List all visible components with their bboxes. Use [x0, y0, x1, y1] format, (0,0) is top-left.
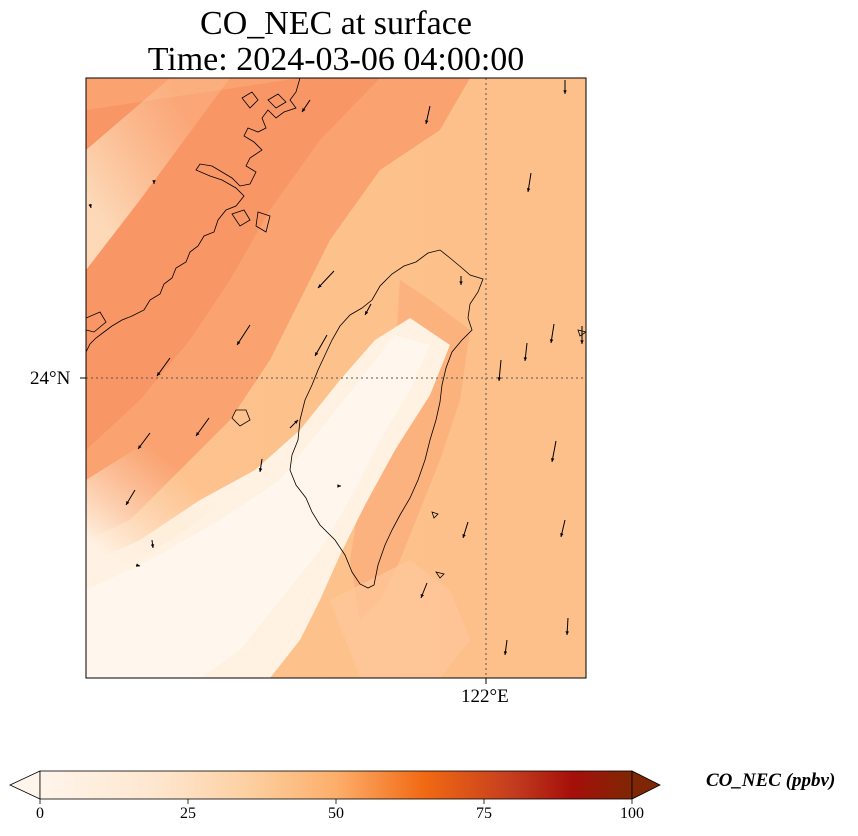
wind-arrow [314, 334, 328, 357]
wind-arrow-head [523, 357, 528, 361]
lon-tick-label: 122°E [461, 686, 509, 707]
colorbar-tick-0: 0 [36, 805, 44, 822]
colorbar [9, 770, 661, 804]
wind-arrow-head [237, 341, 241, 345]
plot-title-line1: CO_NEC at surface [200, 5, 472, 42]
lat-tick-label: 24°N [30, 368, 71, 389]
wind-arrow-head [157, 372, 161, 376]
wind-arrow-head [88, 204, 92, 208]
wind-arrow-head [258, 468, 263, 472]
field-southwest [86, 440, 250, 580]
wind-arrow-head [462, 534, 466, 538]
wind-arrow [156, 357, 171, 377]
colorbar-extend-high [631, 770, 661, 800]
map-panel [80, 77, 587, 684]
wind-arrow-head [549, 339, 554, 343]
wind-arrow-head [565, 631, 569, 635]
wind-arrow [195, 417, 210, 437]
wind-arrow-head [337, 484, 341, 488]
colorbar-tick-50: 50 [328, 805, 344, 822]
wind-arrow-head [560, 533, 564, 537]
coastline-taiwan [289, 249, 484, 589]
wind-arrow-head [563, 90, 567, 94]
field-light-stripe [86, 78, 230, 270]
wind-arrow-head [503, 651, 508, 655]
wind-arrow-head [425, 120, 429, 124]
field-southeast [330, 560, 470, 678]
coastline-islands [86, 91, 586, 579]
wind-arrow-head [196, 432, 200, 436]
colorbar-extend-low [9, 770, 41, 800]
coastline-mainland [86, 78, 301, 353]
wind-arrow-head [365, 311, 369, 315]
colorbar-label: CO_NEC (ppbv) [706, 770, 836, 791]
wind-arrow-head [497, 377, 502, 381]
wind-arrow-head [294, 420, 298, 424]
wind-arrow-head [315, 352, 319, 356]
colorbar-tick-marks [39, 799, 633, 804]
wind-arrow-head [318, 284, 322, 288]
wind-arrow-head [150, 544, 155, 548]
colorbar-tick-100: 100 [620, 805, 644, 822]
wind-arrow-head [136, 563, 140, 567]
wind-arrow-head [550, 458, 555, 462]
wind-arrow [236, 324, 251, 346]
wind-arrow-head [302, 108, 306, 112]
colorbar-tick-25: 25 [180, 805, 196, 822]
wind-arrow-head [126, 501, 130, 505]
colorbar-tick-75: 75 [476, 805, 492, 822]
wind-arrow-head [152, 180, 156, 184]
field-clean-core [86, 335, 430, 678]
wind-arrow-head [580, 340, 584, 344]
wind-arrow [317, 270, 335, 289]
wind-arrow-head [420, 594, 424, 598]
colorbar-gradient [39, 770, 633, 800]
wind-arrow-head [459, 281, 463, 285]
wind-vectors [88, 80, 584, 656]
wind-arrow-head [526, 188, 531, 192]
wind-arrow-head [138, 445, 142, 449]
plot-title-line2: Time: 2024-03-06 04:00:00 [147, 41, 525, 78]
